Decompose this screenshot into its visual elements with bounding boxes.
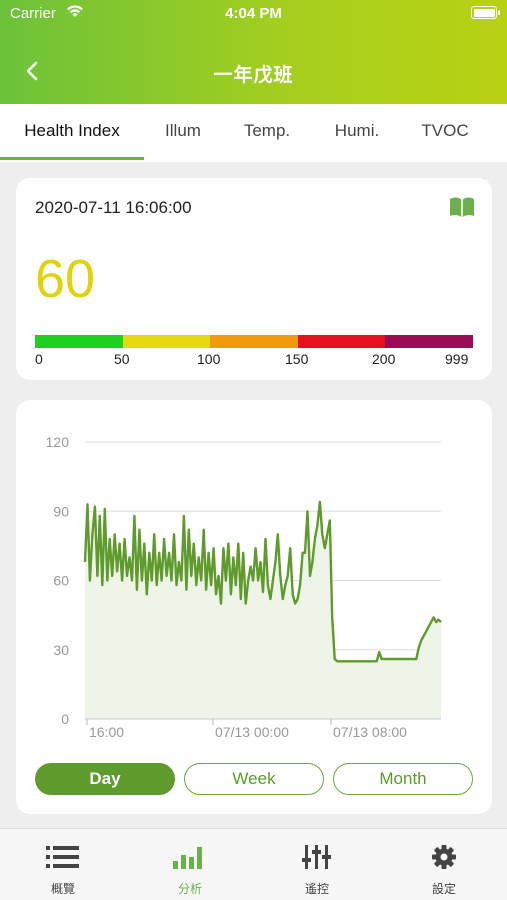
y-tick-label: 120 (46, 434, 70, 450)
health-index-value: 60 (35, 249, 96, 309)
tabbar-item-settings[interactable]: 設定 (381, 829, 507, 900)
y-tick-label: 0 (61, 711, 69, 727)
tab-temp[interactable]: Temp. (243, 121, 291, 140)
y-tick-label: 90 (53, 503, 69, 519)
battery-icon (471, 6, 500, 19)
tabbar-item-overview[interactable]: 概覽 (0, 829, 126, 900)
book-icon[interactable] (449, 196, 475, 218)
bottom-tab-bar: 概覽 分析 遙控 設定 (0, 828, 507, 900)
scale-segment-good (35, 335, 123, 348)
health-index-card: 2020-07-11 16:06:00 60 0 50 100 150 200 … (16, 178, 492, 380)
app-header: Carrier 4:04 PM 一年戊班 (0, 0, 507, 104)
list-icon (46, 846, 79, 868)
tabbar-item-remote[interactable]: 遙控 (254, 829, 380, 900)
metric-tabs: Health Index Illum Temp. Humi. TVOC (0, 104, 507, 162)
scale-label: 0 (35, 351, 43, 367)
history-chart-card: 120 90 60 30 0 16:00 07/13 00:00 07/13 08:00 Da… (16, 400, 492, 814)
scale-segment-unhealthy-sensitive (210, 335, 298, 348)
x-tick-label: 07/13 08:00 (333, 724, 407, 740)
reading-timestamp: 2020-07-11 16:06:00 (35, 198, 192, 217)
scale-label: 150 (285, 351, 309, 367)
tabbar-label: 分析 (177, 882, 202, 896)
wifi-icon (67, 5, 83, 17)
status-bar: Carrier 4:04 PM (0, 0, 507, 28)
range-month-button[interactable]: Month (333, 763, 473, 795)
y-tick-label: 60 (53, 573, 69, 589)
tabbar-label: 設定 (431, 882, 456, 896)
clock: 4:04 PM (225, 5, 282, 22)
tabbar-item-analysis[interactable]: 分析 (127, 829, 253, 900)
tab-tvoc[interactable]: TVOC (421, 121, 469, 140)
scale-label: 999 (445, 351, 469, 367)
scale-segment-moderate (122, 335, 211, 348)
range-week-button[interactable]: Week (184, 763, 324, 795)
scale-segment-unhealthy (297, 335, 386, 348)
tabbar-label: 遙控 (304, 882, 329, 896)
sliders-icon (302, 845, 331, 869)
health-scale-bar (35, 335, 473, 348)
page-title: 一年戊班 (213, 65, 294, 86)
tab-health-index[interactable]: Health Index (24, 121, 120, 140)
chart-series-line (83, 500, 442, 663)
y-tick-label: 30 (53, 642, 69, 658)
x-tick-label: 16:00 (89, 724, 124, 740)
tabbar-label: 概覽 (50, 882, 75, 896)
gear-icon (432, 845, 456, 869)
active-tab-indicator (0, 157, 144, 160)
scale-label: 200 (372, 351, 396, 367)
scale-label: 100 (197, 351, 221, 367)
back-button[interactable] (18, 56, 48, 86)
bar-chart-icon (173, 847, 202, 869)
chevron-left-icon (26, 61, 38, 81)
scale-label: 50 (114, 351, 130, 367)
carrier-label: Carrier (10, 5, 56, 22)
tab-illum[interactable]: Illum (165, 121, 201, 140)
range-day-button[interactable]: Day (35, 763, 175, 795)
scale-segment-hazardous (385, 335, 473, 348)
tab-humi[interactable]: Humi. (334, 121, 380, 140)
x-tick-label: 07/13 00:00 (215, 724, 289, 740)
health-index-chart: 120 90 60 30 0 16:00 07/13 00:00 07/13 08:00 (46, 434, 442, 740)
